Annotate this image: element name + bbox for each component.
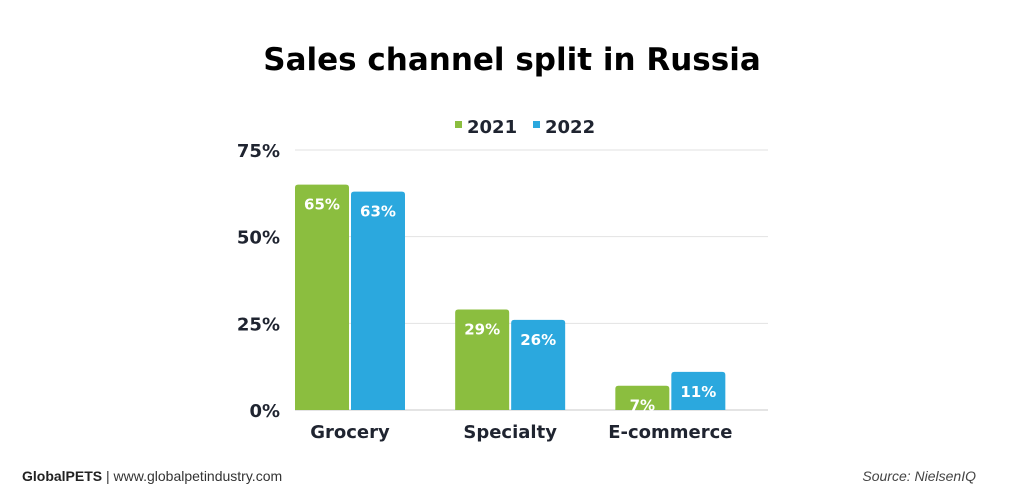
x-tick-label: Specialty [463, 422, 557, 443]
y-tick-label: 0% [249, 401, 280, 422]
bar-2021-grocery [295, 184, 349, 410]
bar-2022-e-commerce [671, 371, 726, 410]
source-note: Source: NielsenIQ [862, 468, 976, 484]
data-label: 26% [520, 331, 556, 349]
legend-label: 2021 [467, 117, 517, 138]
y-tick-label: 25% [237, 314, 280, 335]
legend-label: 2022 [545, 117, 595, 138]
x-tick-label: E-commerce [608, 422, 732, 443]
data-label: 63% [360, 203, 396, 221]
separator: | [106, 468, 110, 484]
data-label: 7% [630, 397, 655, 415]
y-tick-label: 50% [237, 228, 280, 249]
data-label: 65% [304, 196, 340, 214]
brand-name: GlobalPETS [22, 468, 103, 484]
chart-title: Sales channel split in Russia [263, 42, 761, 78]
data-label: 11% [680, 383, 716, 401]
website-link[interactable]: www.globalpetindustry.com [113, 468, 283, 484]
footer-credit: GlobalPETS | www.globalpetindustry.com [22, 468, 282, 484]
y-tick-label: 75% [237, 141, 280, 162]
data-label: 29% [464, 320, 500, 338]
legend-swatch-2021 [455, 121, 462, 128]
bar-2021-e-commerce [615, 385, 670, 410]
x-tick-label: Grocery [310, 422, 390, 443]
bar-2021-specialty [455, 309, 510, 410]
bar-2022-grocery [351, 191, 405, 410]
bar-chart: 0% 25% 50% 75% 65% 63% Grocery 29% 26% Specialty 7… [237, 117, 768, 443]
legend-swatch-2022 [533, 121, 540, 128]
bar-2022-specialty [511, 319, 566, 410]
